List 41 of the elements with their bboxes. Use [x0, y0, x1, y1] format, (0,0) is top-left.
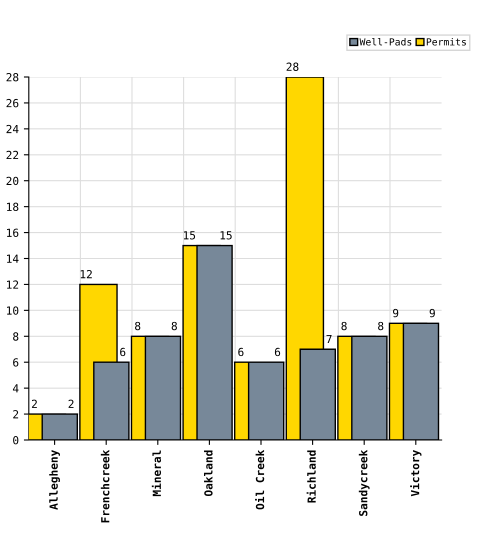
legend-label: Permits	[426, 38, 466, 46]
data-label: 8	[378, 322, 384, 330]
data-label: 6	[120, 348, 126, 356]
data-label: 2	[32, 400, 37, 408]
data-label: 8	[341, 322, 347, 330]
y-tick-label: 16	[7, 228, 18, 237]
data-label: 12	[80, 270, 92, 278]
y-tick-label: 10	[7, 306, 18, 315]
y-tick-label: 22	[6, 150, 18, 160]
x-tick-label: Allegheny	[49, 450, 60, 510]
data-label: 28	[286, 62, 298, 71]
y-tick-label: 6	[13, 358, 18, 367]
data-label: 6	[274, 348, 280, 356]
x-tick-label: Mineral	[152, 450, 162, 496]
x-tick-label: Victory	[410, 450, 422, 496]
y-tick-label: 2	[13, 410, 18, 418]
y-tick-label: 0	[13, 436, 18, 444]
y-tick-label: 14	[7, 254, 19, 263]
data-label: 15	[184, 231, 196, 240]
x-tick-label: Oakland	[204, 450, 213, 496]
y-tick-label: 8	[13, 332, 18, 341]
y-tick-label: 26	[6, 98, 18, 108]
data-label: 15	[220, 231, 232, 240]
data-label: 6	[238, 348, 244, 356]
legend-label: Well-Pads	[360, 38, 412, 46]
y-tick-label: 28	[6, 73, 18, 82]
y-tick-label: 24	[6, 124, 19, 134]
y-tick-label: 18	[7, 202, 18, 212]
y-tick-label: 12	[7, 280, 18, 289]
x-tick-label: Richland	[306, 450, 316, 503]
data-label: 9	[393, 308, 398, 318]
x-tick-label: Frenchcreek	[100, 450, 110, 522]
y-tick-label: 4	[12, 384, 19, 392]
x-tick-label: Sandycreek	[358, 450, 370, 516]
x-tick-label: Oil Creek	[255, 450, 264, 510]
data-label: 8	[135, 322, 140, 330]
data-label: 8	[172, 322, 177, 330]
data-label: 9	[430, 308, 435, 318]
data-label: 7	[326, 334, 332, 344]
y-tick-label: 20	[6, 176, 18, 186]
data-label: 2	[68, 400, 74, 408]
